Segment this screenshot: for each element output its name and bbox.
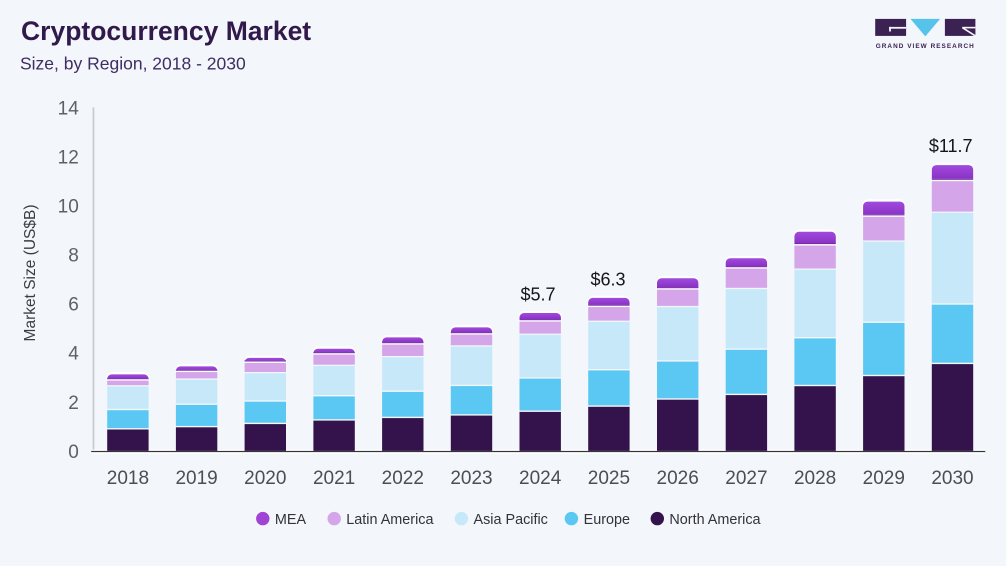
- svg-text:2023: 2023: [450, 468, 492, 489]
- svg-text:2028: 2028: [794, 468, 836, 489]
- svg-text:2020: 2020: [244, 468, 286, 489]
- svg-text:Asia Pacific: Asia Pacific: [474, 512, 548, 528]
- svg-text:2026: 2026: [657, 468, 699, 489]
- svg-text:2019: 2019: [175, 468, 217, 489]
- svg-text:2027: 2027: [725, 468, 767, 489]
- svg-text:Europe: Europe: [584, 512, 630, 528]
- svg-text:MEA: MEA: [275, 512, 307, 528]
- svg-text:14: 14: [58, 99, 80, 120]
- svg-text:6: 6: [68, 295, 79, 316]
- svg-text:2025: 2025: [588, 468, 630, 489]
- svg-text:2021: 2021: [313, 468, 355, 489]
- svg-text:Cryptocurrency Market: Cryptocurrency Market: [21, 16, 311, 46]
- svg-text:2030: 2030: [931, 468, 973, 489]
- svg-text:2024: 2024: [519, 468, 562, 489]
- svg-text:Market Size (US$B): Market Size (US$B): [22, 205, 39, 342]
- svg-text:Latin America: Latin America: [346, 512, 433, 528]
- svg-text:2: 2: [68, 393, 79, 414]
- svg-text:Size, by Region, 2018 - 2030: Size, by Region, 2018 - 2030: [20, 54, 246, 74]
- svg-text:0: 0: [68, 442, 79, 463]
- svg-text:2029: 2029: [863, 468, 905, 489]
- svg-text:$6.3: $6.3: [590, 270, 625, 290]
- svg-text:10: 10: [58, 197, 79, 218]
- svg-text:$5.7: $5.7: [520, 284, 555, 304]
- svg-text:8: 8: [68, 246, 79, 267]
- svg-text:2018: 2018: [107, 468, 149, 489]
- svg-text:4: 4: [68, 344, 79, 365]
- svg-text:2022: 2022: [382, 468, 424, 489]
- svg-text:12: 12: [58, 148, 79, 169]
- svg-text:GRAND VIEW RESEARCH: GRAND VIEW RESEARCH: [876, 43, 975, 50]
- svg-text:$11.7: $11.7: [929, 136, 973, 156]
- svg-text:North America: North America: [669, 512, 760, 528]
